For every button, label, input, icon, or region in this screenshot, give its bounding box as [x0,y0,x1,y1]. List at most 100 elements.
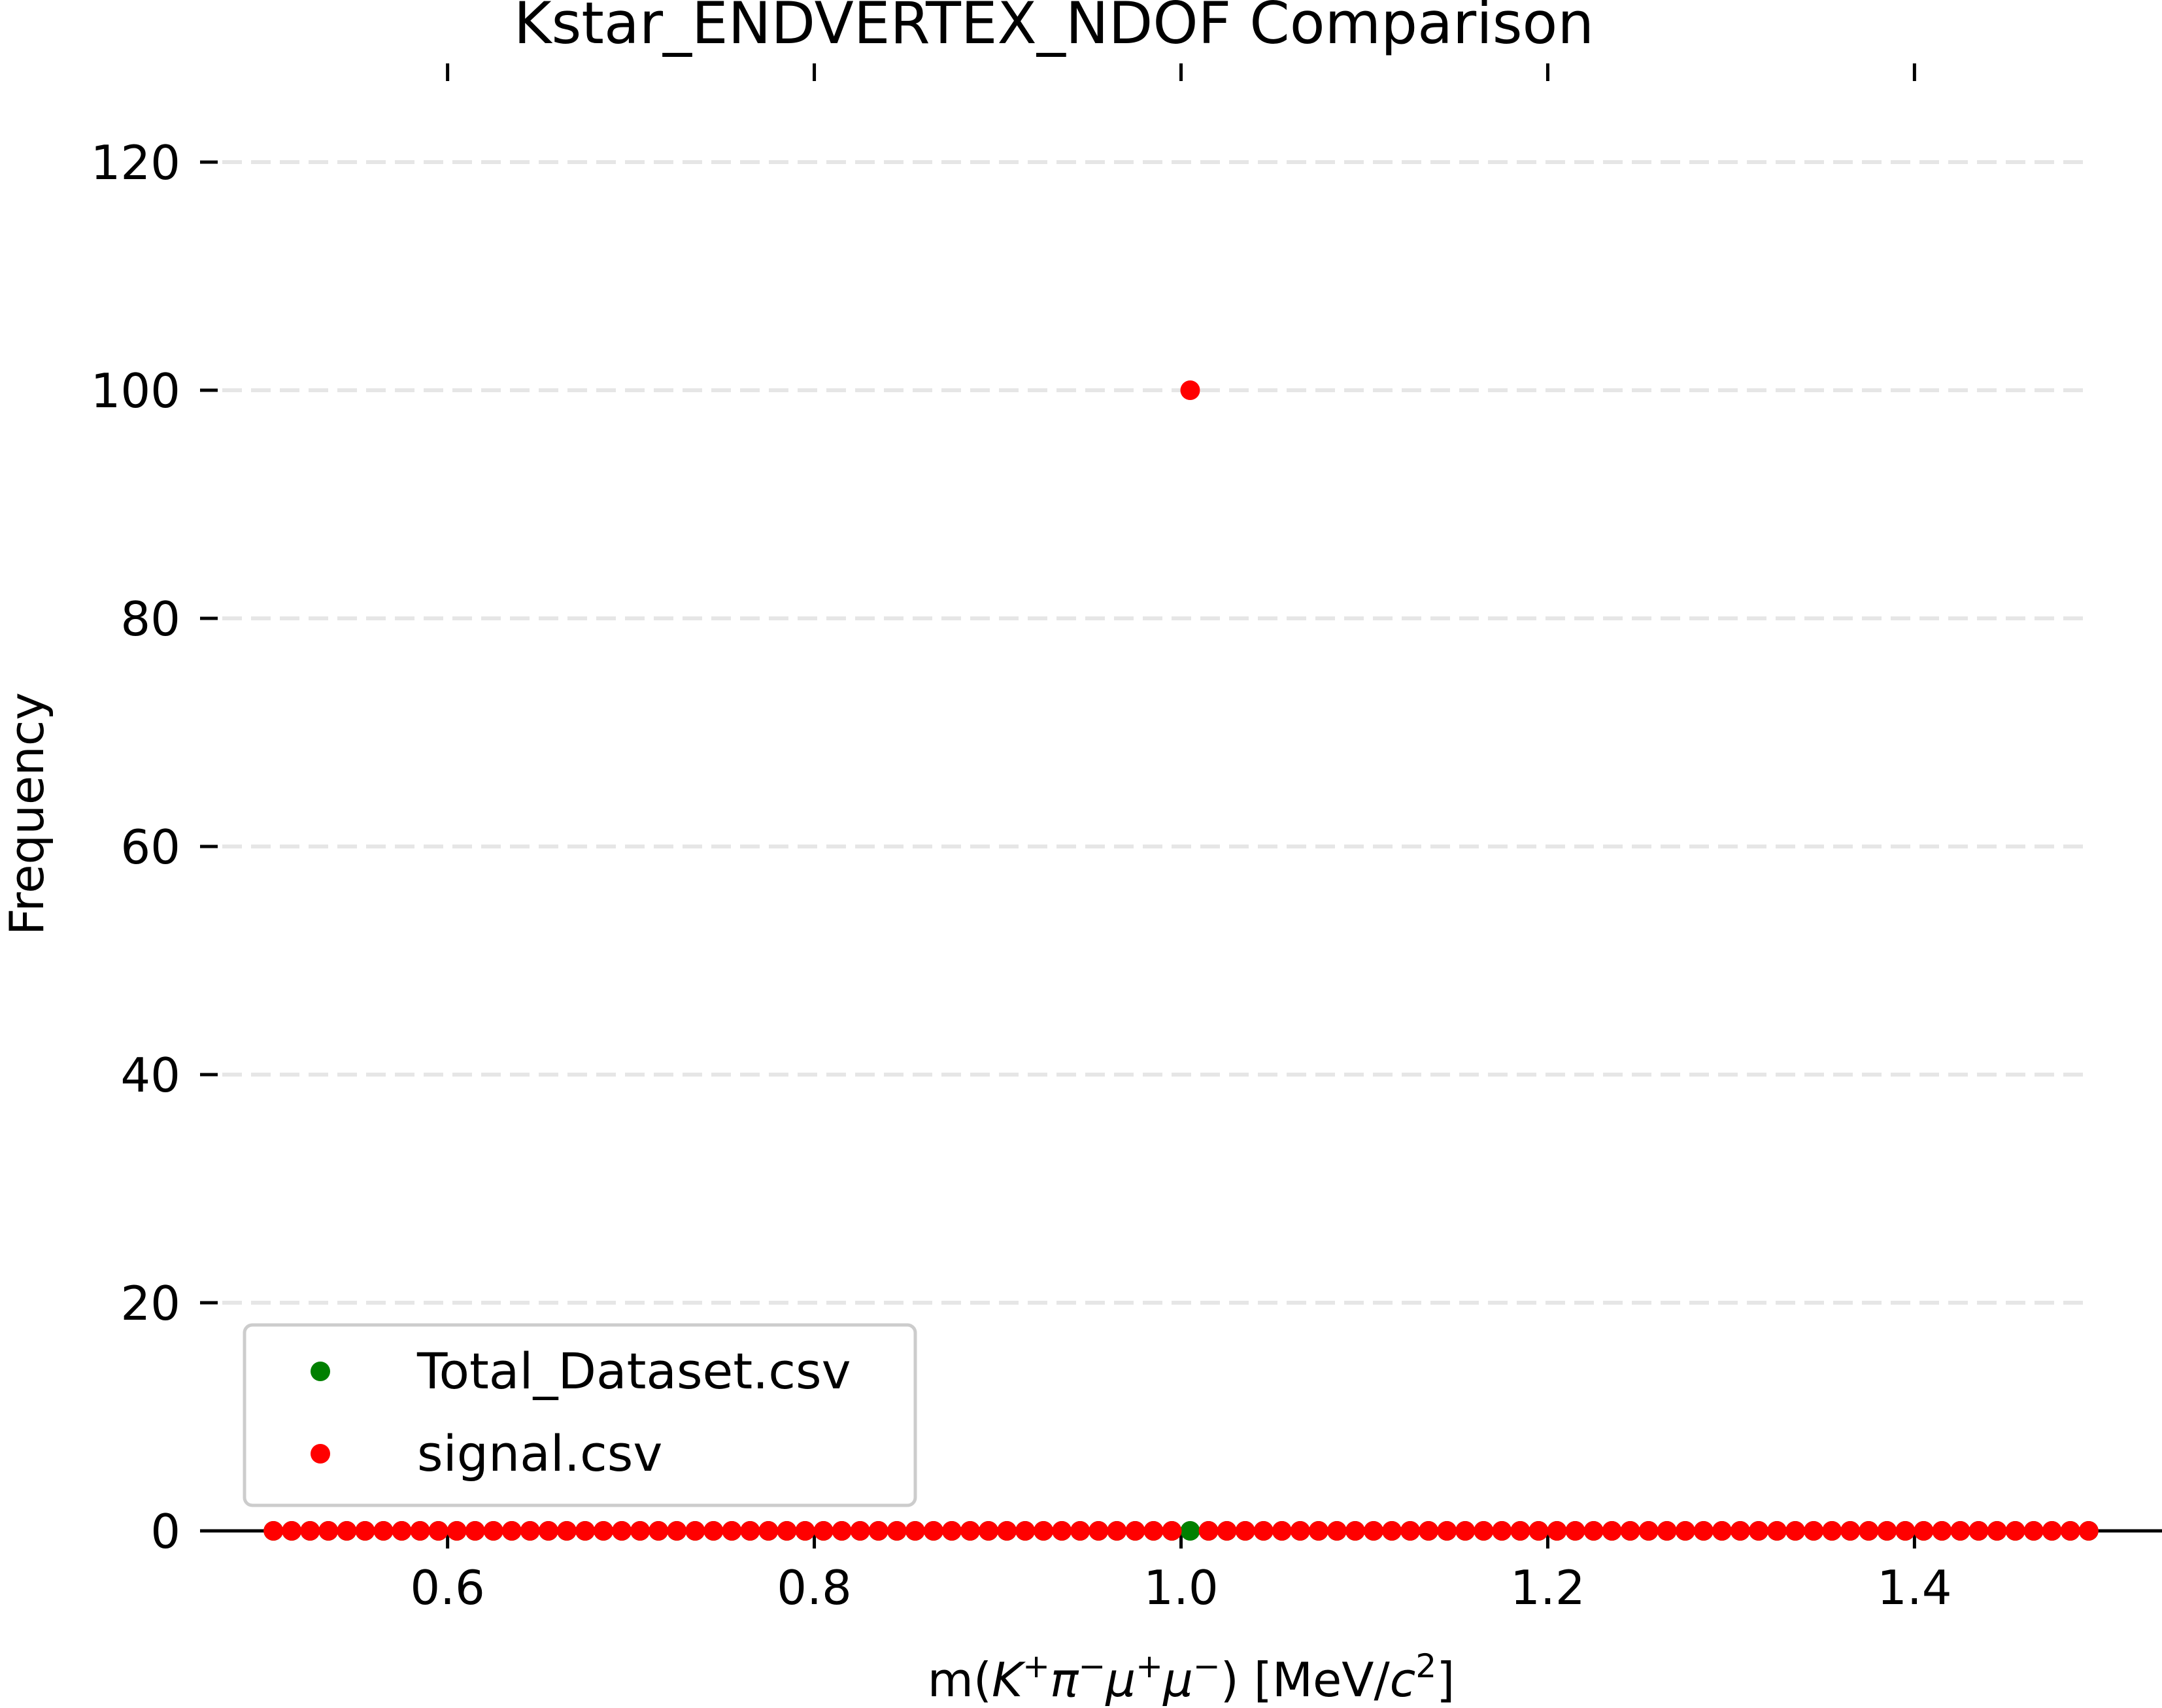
data-point [649,1521,669,1541]
data-point [997,1521,1017,1541]
data-point [1822,1521,1842,1541]
data-point [685,1521,705,1541]
data-point [2005,1521,2025,1541]
data-point [1198,1521,1219,1541]
y-tick-label: 60 [120,820,180,875]
chart-title: Kstar_ENDVERTEX_NDOF Comparison [514,0,1594,57]
data-point [1455,1521,1476,1541]
legend-marker-signal [311,1444,330,1464]
data-point [373,1521,394,1541]
data-point [1804,1521,1824,1541]
data-point [1620,1521,1640,1541]
data-point [979,1521,998,1541]
data-point [1730,1521,1750,1541]
data-point [447,1521,467,1541]
x-tick-label: 0.6 [410,1560,485,1615]
data-points [263,380,2099,1541]
data-point [1125,1521,1145,1541]
data-point [1583,1521,1604,1541]
data-point [282,1521,302,1541]
data-point [1547,1521,1567,1541]
data-point [905,1521,925,1541]
data-point [556,1521,577,1541]
data-point [1382,1521,1402,1541]
data-point [703,1521,724,1541]
x-axis-label: m(K+π−μ+μ−) [MeV/c2] [928,1647,1455,1707]
data-point [428,1521,448,1541]
data-point [1364,1521,1383,1541]
data-point [1419,1521,1439,1541]
data-point [2023,1521,2044,1541]
data-point [1235,1521,1255,1541]
ticks: 0 20 40 60 80 100 120 0.6 0.8 1.0 1.2 1.4 [91,63,1952,1615]
data-point [1326,1521,1347,1541]
y-tick-label: 40 [120,1048,180,1103]
data-point [355,1521,375,1541]
data-point [1987,1521,2007,1541]
series-signal [263,380,2099,1541]
data-point [501,1521,522,1541]
data-point [630,1521,650,1541]
data-point [868,1521,888,1541]
data-point [1052,1521,1072,1541]
legend-box [243,1323,917,1507]
data-point [1253,1521,1274,1541]
legend-marker-total-dataset [311,1362,330,1381]
data-point [2078,1521,2099,1541]
data-point [2042,1521,2062,1541]
data-point [465,1521,485,1541]
data-point [1749,1521,1768,1541]
data-point [1437,1521,1457,1541]
data-point [1162,1521,1182,1541]
data-point [1217,1521,1237,1541]
data-point [520,1521,540,1541]
data-point [1474,1521,1494,1541]
y-axis-label: Frequency [0,692,54,935]
y-tick-label: 20 [120,1276,180,1331]
data-point [1968,1521,1989,1541]
data-point [538,1521,558,1541]
data-point [795,1521,815,1541]
data-point [594,1521,613,1541]
data-point [941,1521,962,1541]
data-point [410,1521,430,1541]
data-point [777,1521,797,1541]
data-point [1785,1521,1806,1541]
data-point [1180,380,1200,400]
data-point [1015,1521,1036,1541]
data-point [2060,1521,2080,1541]
data-point [667,1521,687,1541]
data-point [1675,1521,1695,1541]
data-point [1712,1521,1732,1541]
y-tick-label: 0 [150,1504,180,1559]
gridlines [222,160,2086,1305]
data-point [1950,1521,1970,1541]
data-point [1180,1521,1200,1541]
data-point [832,1521,852,1541]
y-tick-label: 100 [91,363,180,418]
data-point [1767,1521,1787,1541]
data-point [318,1521,339,1541]
data-point [923,1521,943,1541]
data-point [1400,1521,1421,1541]
data-point [1143,1521,1164,1541]
y-tick-label: 120 [91,135,180,190]
y-tick-label: 80 [120,592,180,646]
data-point [1914,1521,1934,1541]
data-point [1492,1521,1512,1541]
data-point [813,1521,834,1541]
legend-label-total-dataset: Total_Dataset.csv [416,1342,851,1400]
data-point [887,1521,907,1541]
data-point [1308,1521,1328,1541]
data-point [483,1521,503,1541]
data-point [740,1521,760,1541]
x-tick-label: 0.8 [777,1560,852,1615]
data-point [612,1521,632,1541]
data-point [392,1521,412,1541]
data-point [1859,1521,1879,1541]
x-tick-label: 1.0 [1143,1560,1219,1615]
x-tick-label: 1.2 [1510,1560,1585,1615]
data-point [575,1521,595,1541]
legend: Total_Dataset.csv signal.csv [243,1323,917,1507]
